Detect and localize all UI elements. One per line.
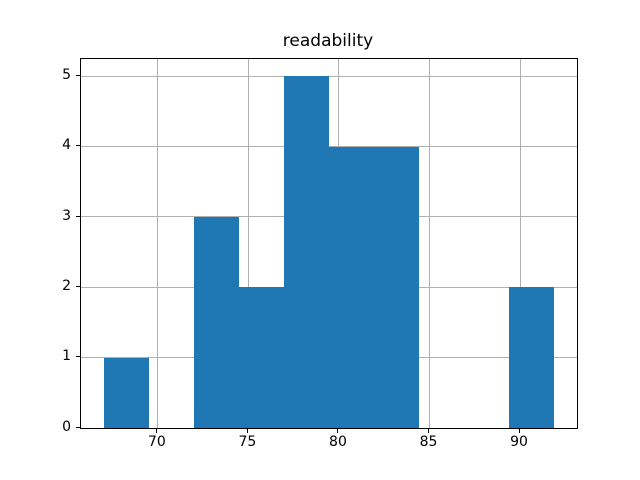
x-tick-label: 80 [329, 434, 347, 451]
y-tick-mark [76, 285, 80, 287]
y-tick-mark [76, 426, 80, 428]
gridline-vertical [247, 58, 249, 429]
gridline-horizontal [81, 75, 577, 77]
x-tick-mark [246, 429, 248, 434]
histogram-bar [509, 287, 555, 429]
gridline-vertical [157, 58, 159, 429]
chart-title: readability [282, 31, 374, 51]
x-tick-label: 85 [419, 434, 438, 451]
histogram-bar [193, 216, 239, 429]
x-tick-mark [518, 429, 520, 434]
x-tick-label: 75 [238, 434, 257, 451]
y-tick-label: 2 [62, 277, 71, 294]
bars-layer [81, 59, 577, 429]
y-tick-mark [76, 74, 80, 76]
x-tick-label: 70 [147, 434, 166, 451]
histogram-bar [283, 76, 329, 429]
histogram-bar [103, 357, 149, 429]
y-tick-label: 0 [62, 418, 71, 435]
histogram-bar [238, 287, 284, 429]
y-tick-label: 3 [62, 207, 71, 224]
y-tick-mark [76, 145, 80, 147]
gridline-vertical [429, 58, 430, 429]
histogram-bar [374, 146, 420, 429]
y-tick-mark [76, 356, 80, 358]
y-tick-label: 1 [62, 348, 71, 365]
y-tick-label: 4 [62, 137, 71, 154]
gridline-vertical [519, 58, 521, 429]
y-tick-mark [76, 215, 80, 217]
x-tick-mark [337, 429, 339, 434]
y-tick-label: 5 [62, 66, 71, 83]
x-tick-label: 90 [510, 434, 528, 451]
plot-area [80, 57, 578, 430]
x-tick-mark [156, 429, 158, 434]
x-tick-mark [428, 429, 429, 434]
histogram-bar [329, 146, 375, 429]
